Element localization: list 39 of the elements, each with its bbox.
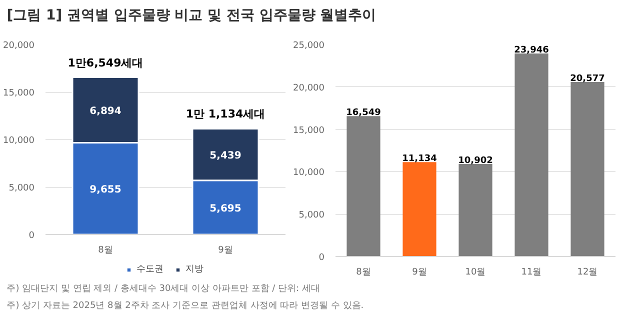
bar [458, 164, 492, 256]
x-tick-label: 10월 [465, 268, 486, 278]
y-tick-label: 15,000 [3, 88, 35, 98]
x-tick-label: 12월 [577, 268, 598, 278]
data-label: 10,902 [458, 156, 493, 166]
data-label: 5,439 [210, 150, 242, 162]
y-tick-label: 10,000 [293, 168, 325, 178]
bar [402, 162, 436, 256]
legend-label: 지방 [186, 264, 204, 276]
x-tick-label: 8월 [98, 246, 113, 256]
x-tick-label: 11월 [521, 268, 542, 278]
y-tick-label: 5,000 [298, 210, 325, 221]
bar [514, 53, 548, 256]
y-tick-label: 5,000 [8, 184, 35, 194]
data-label: 23,946 [514, 45, 549, 56]
data-label: 11,134 [402, 154, 437, 164]
y-tick-label: 0 [318, 253, 325, 263]
data-label: 16,549 [346, 108, 381, 118]
total-label: 1만6,549세대 [68, 56, 144, 70]
text: 주) 상기 자료는 2025년 8월 2주차 조사 기준으로 관련업체 사정에 따라 변경될 수 있음. [6, 301, 364, 311]
legend-label: 수도권 [136, 264, 164, 276]
chart-title: [그림 1] 권역별 입주물량 비교 및 전국 입주물량 월별추이 [6, 8, 376, 24]
data-label: 20,577 [570, 74, 605, 84]
bar [570, 82, 604, 256]
y-tick-label: 20,000 [293, 83, 325, 94]
total-label: 1만 1,134세대 [186, 108, 266, 121]
y-tick-label: 10,000 [3, 136, 35, 146]
x-tick-label: 9월 [412, 268, 427, 278]
data-label: 9,655 [90, 184, 122, 196]
data-label: 5,695 [210, 203, 242, 214]
y-tick-label: 15,000 [293, 126, 325, 136]
bar [346, 116, 380, 256]
y-tick-label: 25,000 [293, 41, 325, 51]
x-tick-label: 9월 [218, 246, 233, 256]
y-tick-label: 20,000 [3, 41, 35, 51]
x-tick-label: 8월 [356, 268, 371, 278]
text: 주) 임대단지 및 연립 제외 / 총세대수 30세대 이상 아파트만 포함 / 단위: 세대 [6, 284, 320, 294]
y-tick-label: 0 [28, 231, 35, 241]
data-label: 6,894 [90, 106, 122, 118]
